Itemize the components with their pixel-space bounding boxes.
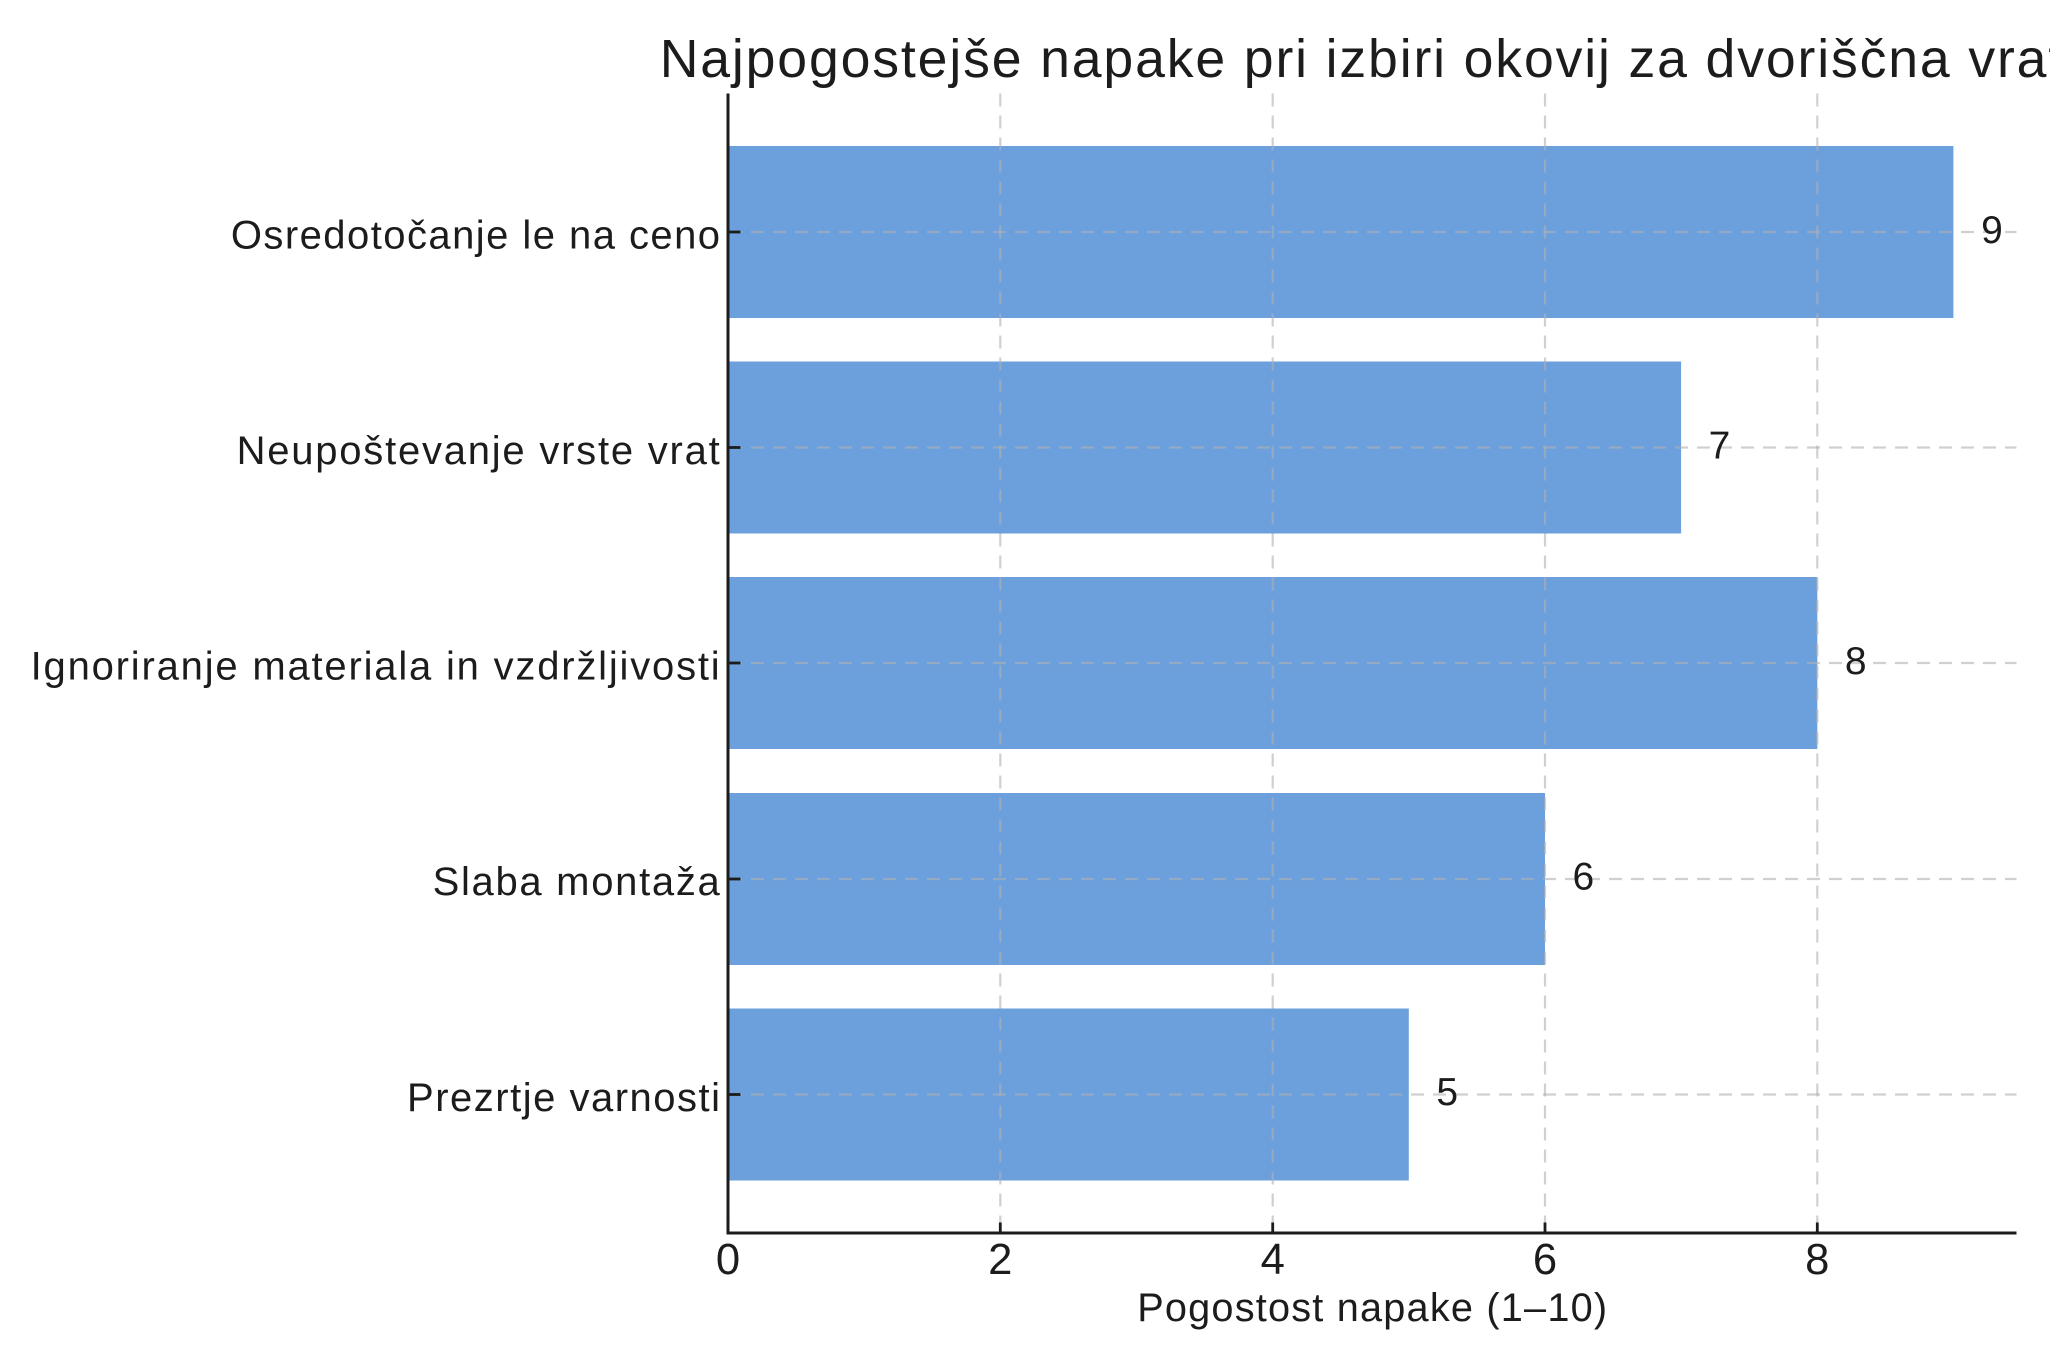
svg-text:5: 5	[1436, 1071, 1458, 1114]
svg-text:4: 4	[1261, 1236, 1285, 1284]
svg-text:Ignoriranje materiala in vzdrž: Ignoriranje materiala in vzdržljivosti	[31, 645, 722, 689]
svg-text:9: 9	[1981, 209, 2003, 252]
svg-text:Pogostost napake (1–10): Pogostost napake (1–10)	[1137, 1286, 1608, 1330]
svg-text:Prezrtje varnosti: Prezrtje varnosti	[407, 1076, 721, 1120]
svg-text:Slaba montaža: Slaba montaža	[433, 860, 722, 904]
svg-text:6: 6	[1573, 856, 1595, 899]
svg-text:8: 8	[1805, 1236, 1829, 1284]
svg-text:0: 0	[716, 1236, 740, 1284]
svg-text:6: 6	[1533, 1236, 1557, 1284]
svg-text:8: 8	[1845, 640, 1867, 683]
svg-text:Osredotočanje le na ceno: Osredotočanje le na ceno	[231, 213, 722, 257]
svg-text:7: 7	[1709, 425, 1731, 468]
svg-text:Neupoštevanje vrste vrat: Neupoštevanje vrste vrat	[237, 429, 722, 473]
svg-text:2: 2	[988, 1236, 1012, 1284]
svg-text:Najpogostejše napake pri izbir: Najpogostejše napake pri izbiri okovij z…	[660, 29, 2050, 89]
